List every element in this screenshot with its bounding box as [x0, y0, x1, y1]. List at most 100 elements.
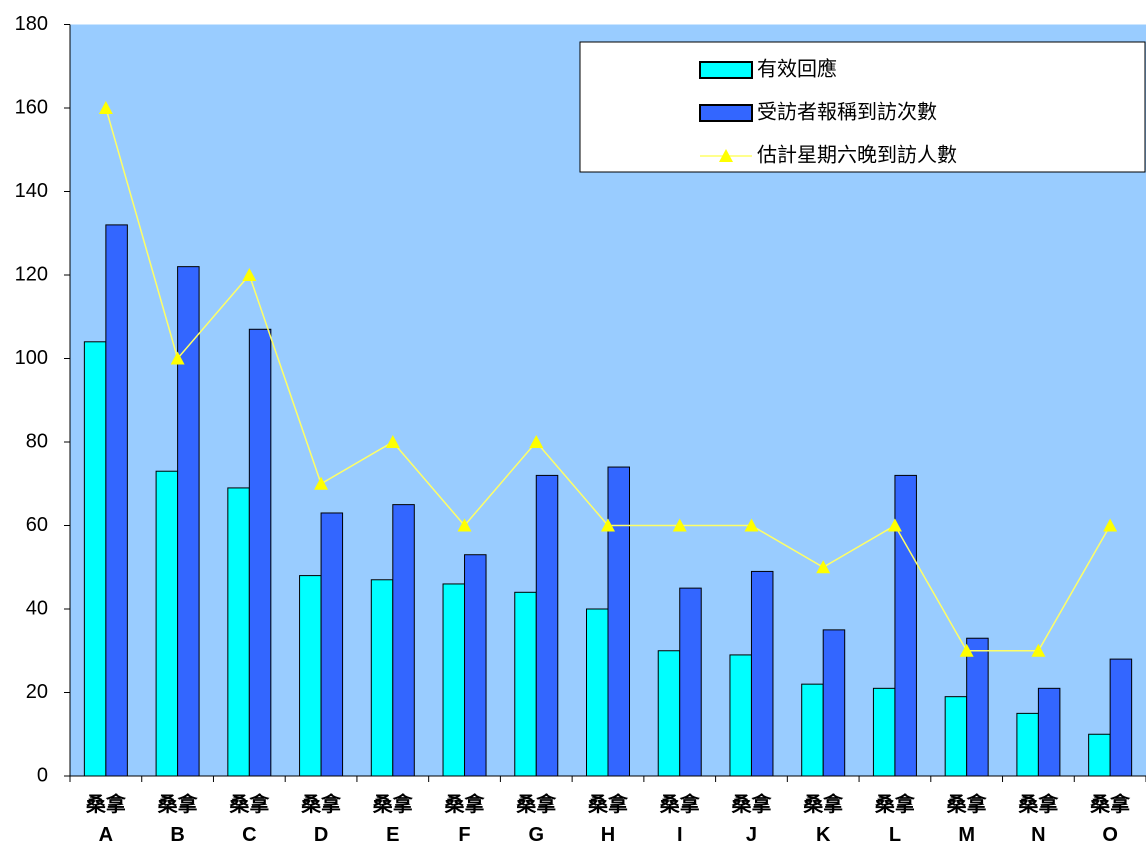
bar: [83, 341, 107, 777]
x-tick-label: 桑拿 I: [660, 792, 701, 846]
x-tick-label-line: O: [1102, 824, 1118, 846]
x-tick-label: 桑拿 F: [445, 792, 486, 846]
x-tick-label: 桑拿 O: [1090, 792, 1131, 846]
legend-label: 受訪者報稱到訪次數: [757, 100, 937, 123]
bar: [248, 328, 272, 777]
x-tick-label-line: 桑拿: [731, 792, 772, 816]
x-tick-label: 桑拿 E: [373, 792, 414, 846]
marker: [1103, 518, 1118, 532]
x-tick-label-line: 桑拿: [301, 792, 342, 816]
legend-marker: [719, 149, 733, 162]
legend-label: 估計星期六晚到訪人數: [757, 143, 957, 166]
x-tick-label-line: G: [528, 824, 544, 846]
x-tick-label-line: N: [1031, 824, 1045, 846]
y-tick-label: 20: [26, 681, 48, 703]
legend-label: 有效回應: [757, 56, 837, 80]
y-tick-label: 100: [15, 347, 48, 369]
marker: [959, 643, 974, 657]
x-tick-label: 桑拿 B: [158, 792, 199, 846]
marker: [744, 518, 759, 532]
y-tick-label: 160: [15, 96, 48, 118]
y-tick-label: 140: [15, 180, 48, 202]
x-tick-label-line: B: [170, 824, 184, 846]
bar: [464, 554, 487, 777]
bar: [155, 470, 179, 777]
x-tick-label-line: C: [242, 824, 256, 846]
x-tick-label-line: K: [816, 824, 831, 846]
bar: [1088, 733, 1111, 777]
bar: [966, 637, 989, 777]
x-tick-label-line: 桑拿: [947, 792, 988, 816]
bar: [1016, 712, 1039, 777]
marker: [887, 518, 902, 532]
x-tick-label: 桑拿 J: [731, 792, 772, 846]
legend: [579, 41, 1146, 173]
x-tick-label-line: D: [314, 824, 328, 846]
x-tick-label: 桑拿 D: [301, 792, 342, 846]
marker: [1031, 643, 1046, 657]
bar: [1109, 658, 1133, 777]
bar: [679, 587, 702, 777]
x-tick-label-line: 桑拿: [803, 792, 844, 816]
bar: [442, 583, 466, 777]
marker: [98, 101, 113, 114]
bar: [105, 224, 128, 777]
bar: [370, 579, 394, 777]
y-tick-label: 80: [26, 430, 48, 452]
x-tick-label: 桑拿 M: [947, 792, 988, 846]
legend-swatch: [699, 104, 753, 122]
x-tick-label-line: 桑拿: [875, 792, 916, 816]
bar: [872, 687, 896, 777]
bar: [320, 512, 344, 777]
bar: [514, 591, 537, 777]
x-tick-label-line: 桑拿: [373, 792, 414, 816]
bar: [535, 474, 559, 777]
bar: [822, 629, 846, 777]
x-tick-label-line: 桑拿: [229, 792, 270, 816]
bar: [392, 504, 415, 777]
x-tick-label-line: 桑拿: [1090, 792, 1131, 816]
x-tick-label-line: A: [99, 824, 113, 846]
x-tick-label-line: 桑拿: [660, 792, 701, 816]
bar: [299, 575, 322, 777]
x-tick-label: 桑拿 A: [86, 792, 127, 846]
marker: [672, 518, 687, 532]
x-tick-label-line: 桑拿: [1018, 792, 1059, 816]
x-tick-label-line: 桑拿: [86, 792, 127, 816]
x-tick-label-line: 桑拿: [158, 792, 199, 816]
x-tick-label-line: L: [889, 824, 901, 846]
legend-swatch: [699, 61, 753, 79]
bar: [607, 466, 630, 777]
y-tick-label: 180: [15, 13, 48, 35]
bar: [1037, 687, 1061, 777]
x-tick-label: 桑拿 G: [516, 792, 557, 846]
x-tick-label: 桑拿 C: [229, 792, 270, 846]
x-tick-label-line: H: [601, 824, 615, 846]
bar: [729, 654, 752, 777]
marker: [314, 476, 329, 490]
x-tick-label-line: 桑拿: [445, 792, 486, 816]
marker: [170, 351, 185, 365]
x-tick-label: 桑拿 L: [875, 792, 916, 846]
x-tick-label-line: 桑拿: [588, 792, 629, 816]
marker: [242, 268, 257, 281]
marker: [601, 518, 615, 532]
marker: [816, 560, 831, 574]
x-tick-label-line: J: [746, 824, 757, 846]
x-tick-label-line: 桑拿: [516, 792, 557, 816]
bar: [894, 474, 917, 777]
y-tick-label: 60: [26, 514, 48, 536]
x-tick-label-line: I: [677, 824, 683, 846]
bar: [227, 487, 250, 777]
y-tick-label: 0: [37, 764, 48, 786]
bar: [944, 696, 968, 777]
marker: [385, 435, 400, 448]
bar: [657, 650, 681, 777]
x-tick-label: 桑拿 K: [803, 792, 844, 846]
bar: [750, 570, 774, 777]
bar: [586, 608, 609, 777]
x-tick-label-line: F: [458, 824, 470, 846]
x-tick-label-line: M: [958, 824, 975, 846]
x-tick-label-line: E: [386, 824, 399, 846]
